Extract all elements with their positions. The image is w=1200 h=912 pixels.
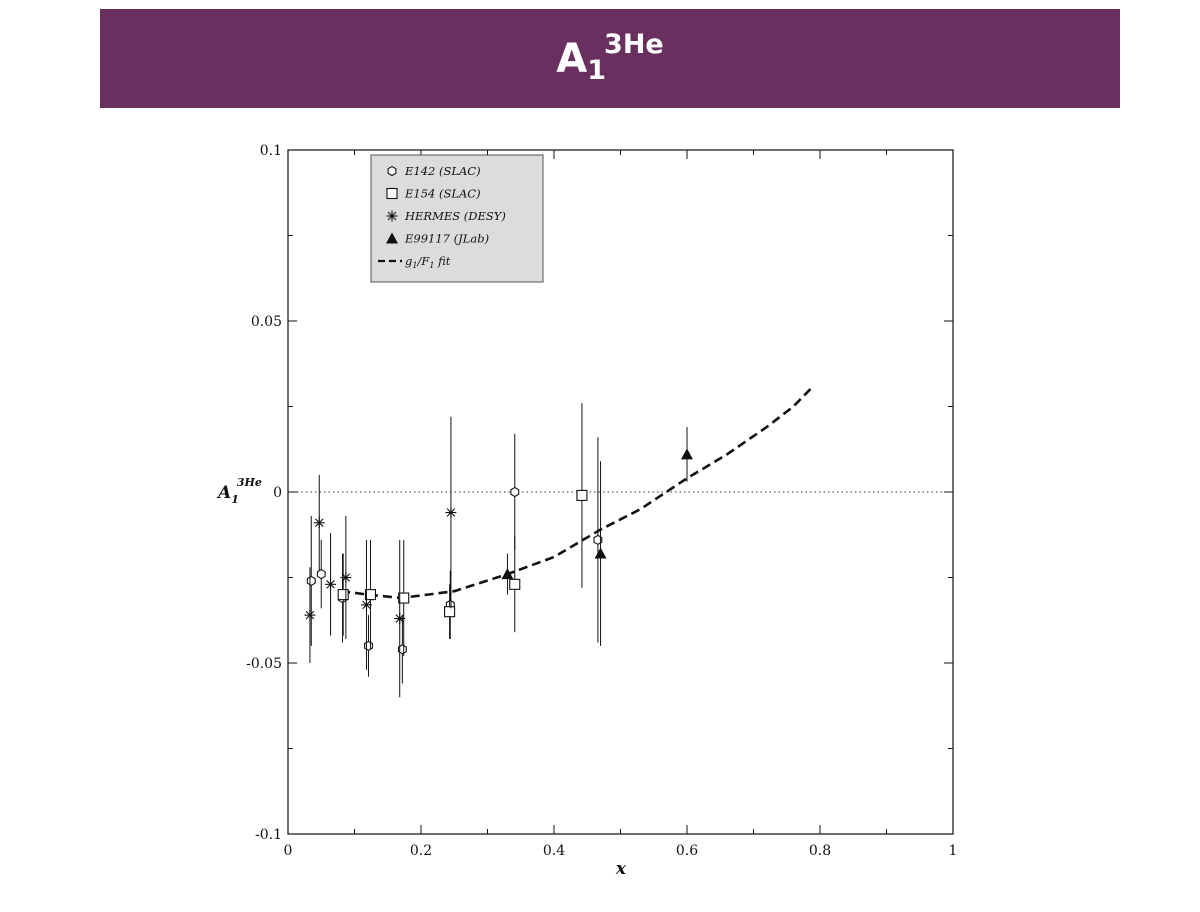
y-axis-title: A1 3He — [216, 476, 262, 506]
legend-label: g1/F1 fit — [405, 254, 451, 270]
legend-marker — [386, 210, 398, 222]
data-point — [398, 592, 410, 604]
data-point — [509, 578, 521, 590]
x-axis-title: x — [615, 859, 627, 879]
y-axis-title-main: A — [216, 483, 231, 503]
axis-ticks: 0 0.2 0.4 0.6 0.8 1 -0.1 -0.05 0 0.05 0.1 — [246, 143, 957, 859]
data-point — [593, 534, 603, 546]
slide-title: A 1 3He — [100, 9, 1120, 108]
y-tick-label: -0.05 — [246, 656, 282, 672]
legend-label: E99117 (JLab) — [404, 232, 489, 246]
data-point — [510, 486, 520, 498]
y-tick-label: 0.1 — [260, 143, 282, 159]
legend: E142 (SLAC) E154 (SLAC) HERMES (DESY) E9911… — [370, 154, 544, 283]
data-point — [304, 609, 316, 621]
data-point — [325, 578, 337, 590]
asterisk-stroke — [395, 614, 404, 623]
legend-marker — [386, 187, 398, 200]
data-layer — [304, 403, 693, 698]
data-point — [681, 448, 693, 460]
legend-label: E154 (SLAC) — [404, 187, 481, 201]
asterisk-stroke — [341, 573, 351, 582]
legend-label: HERMES (DESY) — [404, 209, 506, 223]
slide-title-superscript: 3He — [604, 29, 664, 60]
data-point — [340, 572, 352, 583]
data-point — [313, 517, 325, 529]
data-point — [397, 644, 407, 655]
data-point — [445, 507, 457, 519]
asterisk-stroke — [314, 518, 324, 528]
data-point — [364, 589, 377, 601]
y-tick-label: -0.1 — [255, 827, 282, 843]
asterisk-stroke — [387, 211, 397, 221]
asterisk-stroke — [326, 580, 335, 589]
data-point — [360, 599, 372, 611]
data-point — [501, 568, 514, 580]
data-point — [316, 568, 326, 580]
legend-marker — [387, 165, 397, 177]
asterisk-stroke — [362, 600, 371, 610]
legend-box — [370, 154, 544, 283]
data-point — [444, 606, 456, 618]
legend-marker — [386, 232, 398, 244]
data-point — [594, 547, 607, 559]
series-2 — [304, 416, 457, 698]
data-point — [337, 589, 349, 601]
y-tick-label: 0 — [273, 485, 282, 501]
x-tick-label: 0 — [284, 843, 293, 859]
series-3 — [501, 427, 693, 646]
x-tick-label: 0.2 — [410, 843, 432, 859]
y-axis-title-superscript: 3He — [237, 476, 262, 489]
data-point — [306, 575, 316, 587]
x-tick-label: 0.6 — [676, 843, 698, 859]
x-tick-label: 0.4 — [543, 843, 565, 859]
legend-label: E142 (SLAC) — [404, 164, 481, 178]
y-axis-title-subscript: 1 — [231, 493, 239, 506]
asterisk-stroke — [305, 610, 315, 620]
slide-title-main: A — [556, 35, 588, 82]
asterisk-stroke — [446, 508, 456, 517]
x-tick-label: 0.8 — [809, 843, 831, 859]
x-tick-label: 1 — [949, 843, 958, 859]
series-0 — [306, 433, 603, 684]
y-tick-label: 0.05 — [251, 314, 282, 330]
data-point — [364, 640, 373, 652]
data-point — [394, 613, 406, 625]
title-bar: A 1 3He — [100, 9, 1120, 108]
data-point — [576, 489, 588, 501]
slide-title-subscript: 1 — [587, 55, 607, 86]
series-1 — [337, 403, 588, 657]
